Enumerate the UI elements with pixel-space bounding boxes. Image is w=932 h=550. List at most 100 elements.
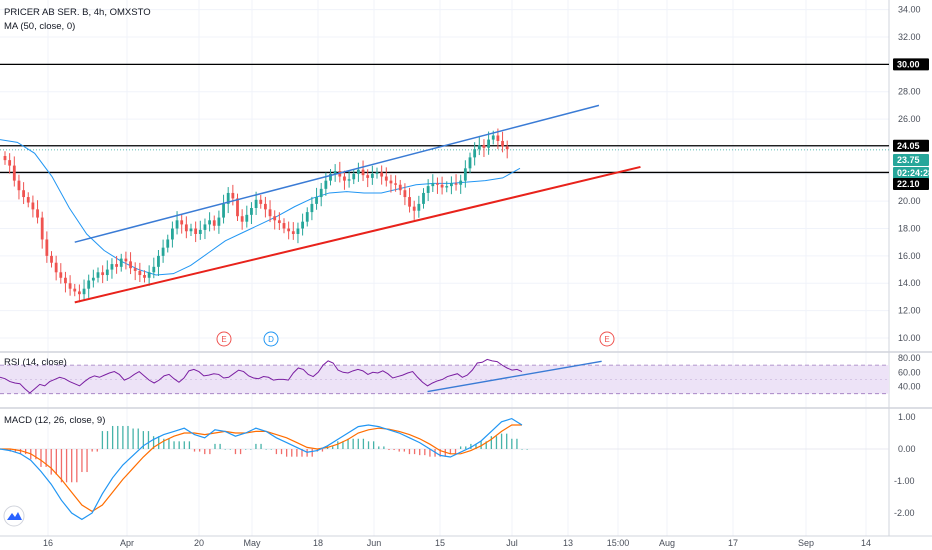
candle-body [268, 209, 272, 217]
candle-body [398, 184, 402, 191]
macd-histogram-bar [413, 449, 416, 455]
candle-body [501, 140, 504, 147]
price-tag-bg [893, 58, 929, 71]
macd-histogram-bar [275, 449, 278, 455]
candle-body [436, 183, 439, 185]
candle-body [129, 261, 132, 269]
candle-body [68, 283, 72, 289]
candle-body [431, 183, 435, 187]
candle-body [384, 176, 388, 181]
macd-group [0, 417, 889, 521]
horizontal-levels [0, 63, 889, 174]
macd-histogram-bar [403, 449, 405, 452]
time-tick-label: 15:00 [607, 538, 630, 548]
candle-body [370, 173, 374, 178]
candle-body [203, 224, 207, 230]
rsi-group [0, 358, 602, 394]
macd-histogram-bar [490, 436, 492, 449]
candle-body [343, 176, 346, 181]
macd-histogram-bar [296, 449, 298, 457]
symbol-title[interactable]: PRICER AB SER. B, 4h, OMXSTO [4, 7, 151, 18]
rsi-line [0, 358, 523, 394]
candle-body [482, 145, 486, 148]
macd-histogram-bar [500, 433, 503, 449]
candle-body [157, 255, 160, 267]
event-marker-icon [263, 331, 279, 347]
candle-body [96, 272, 100, 278]
macd-histogram-bar [393, 449, 395, 451]
macd-histogram-bar [214, 443, 216, 449]
candle-body [50, 255, 53, 263]
macd-histogram-bar [332, 446, 334, 449]
candle-body [454, 183, 458, 185]
time-tick-label: 18 [313, 538, 323, 548]
price-tag-bg [893, 139, 929, 152]
macd-histogram-bar [408, 449, 411, 455]
macd-histogram-bar [383, 446, 385, 449]
macd-histogram-bar [193, 449, 196, 452]
candle-body [245, 214, 249, 222]
candle-body [357, 169, 360, 174]
macd-histogram-bar [239, 449, 242, 455]
macd-legend[interactable]: MACD (12, 26, close, 9) [4, 415, 106, 426]
macd-histogram-bar [250, 449, 252, 450]
macd-histogram-bar [301, 449, 303, 457]
macd-histogram-bar [270, 449, 272, 450]
macd-tick-label: 0.00 [898, 444, 916, 454]
time-tick-label: Aug [659, 538, 675, 548]
price-tick-label: 20.00 [898, 196, 921, 206]
candle-body [301, 221, 304, 229]
macd-histogram-bar [137, 428, 139, 449]
candle-body [366, 175, 370, 178]
macd-histogram-bar [347, 438, 349, 449]
macd-histogram-bar [454, 449, 457, 455]
candle-body [496, 135, 500, 141]
macd-tick-label: -1.00 [894, 476, 915, 486]
ma-legend[interactable]: MA (50, close, 0) [4, 21, 76, 32]
rsi-legend[interactable]: RSI (14, close) [4, 357, 67, 368]
candle-body [296, 228, 300, 234]
candle-body [277, 220, 281, 224]
candle-body [352, 173, 356, 180]
candle-body [208, 220, 211, 225]
macd-histogram-bar [285, 449, 288, 457]
candles [3, 128, 509, 303]
candle-body [31, 202, 35, 210]
candle-body [175, 220, 179, 229]
macd-histogram-bar [158, 436, 160, 449]
macd-histogram-bar [398, 449, 400, 452]
macd-histogram-bar [117, 425, 119, 449]
candle-body [473, 149, 477, 158]
macd-histogram-bar [265, 449, 267, 450]
macd-histogram-bar [526, 449, 528, 450]
candle-body [417, 203, 421, 211]
macd-histogram-bar [521, 449, 523, 450]
rsi-tick-label: 40.00 [898, 382, 921, 392]
candle-body [171, 228, 174, 240]
macd-histogram-bar [127, 425, 129, 449]
tradingview-logo-icon[interactable] [3, 505, 25, 527]
time-tick-label: 17 [728, 538, 738, 548]
macd-histogram-bar [106, 431, 109, 449]
candle-body [463, 168, 467, 181]
macd-histogram-bar [19, 449, 22, 455]
macd-histogram-bar [55, 449, 57, 475]
macd-histogram-bar [419, 449, 421, 456]
candle-body [198, 229, 202, 234]
macd-histogram-bar [96, 449, 98, 452]
macd-histogram-bar [224, 449, 226, 450]
candle-body [45, 239, 49, 256]
candle-body [40, 217, 44, 240]
macd-histogram-bar [111, 425, 114, 449]
signal-line [0, 424, 522, 513]
time-tick-label: Sep [798, 538, 814, 548]
macd-histogram-bar [45, 449, 47, 467]
candle-body [319, 188, 323, 198]
event-marker-label: E [604, 335, 609, 344]
candle-body [236, 198, 239, 217]
price-tick-label: 26.00 [898, 114, 921, 124]
macd-histogram-bar [378, 446, 380, 449]
macd-histogram-bar [178, 441, 180, 449]
